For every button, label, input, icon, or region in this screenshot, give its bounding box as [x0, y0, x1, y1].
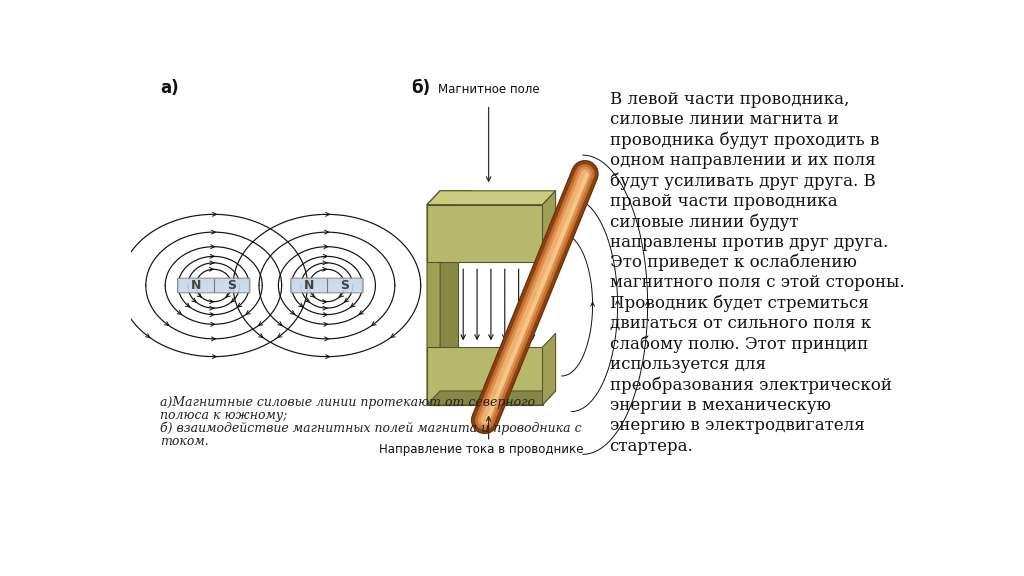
Text: Это приведет к ослаблению: Это приведет к ослаблению [609, 254, 856, 271]
Text: S: S [340, 279, 349, 292]
Text: N: N [304, 279, 314, 292]
Text: правой части проводника: правой части проводника [609, 193, 838, 210]
Text: Направление тока в проводнике: Направление тока в проводнике [379, 442, 583, 456]
Text: силовые линии магнита и: силовые линии магнита и [609, 111, 839, 128]
Polygon shape [543, 334, 556, 405]
Text: а)Магнитные силовые линии протекают от северного: а)Магнитные силовые линии протекают от с… [160, 396, 535, 408]
Text: используется для: используется для [609, 356, 766, 373]
Text: будут усиливать друг друга. В: будут усиливать друг друга. В [609, 172, 876, 190]
Text: магнитного поля с этой стороны.: магнитного поля с этой стороны. [609, 274, 904, 291]
Text: слабому полю. Этот принцип: слабому полю. Этот принцип [609, 336, 867, 353]
Polygon shape [427, 191, 440, 405]
Text: одном направлении и их поля: одном направлении и их поля [609, 152, 876, 169]
Polygon shape [427, 391, 556, 405]
Polygon shape [427, 204, 543, 263]
Text: б): б) [412, 79, 431, 97]
FancyBboxPatch shape [291, 278, 364, 293]
Text: полюса к южному;: полюса к южному; [160, 409, 287, 422]
Text: стартера.: стартера. [609, 438, 693, 454]
FancyBboxPatch shape [293, 279, 360, 284]
Text: а): а) [160, 79, 178, 97]
Text: проводника будут проходить в: проводника будут проходить в [609, 131, 879, 149]
FancyBboxPatch shape [177, 278, 250, 293]
Polygon shape [427, 204, 458, 405]
Polygon shape [427, 191, 471, 204]
Text: преобразования электрической: преобразования электрической [609, 376, 892, 394]
Text: Проводник будет стремиться: Проводник будет стремиться [609, 295, 868, 312]
FancyBboxPatch shape [180, 279, 248, 284]
Text: б) взаимодействие магнитных полей магнита и проводника с: б) взаимодействие магнитных полей магнит… [160, 422, 582, 435]
Text: Магнитное поле: Магнитное поле [438, 83, 540, 96]
Polygon shape [543, 191, 556, 263]
Text: энергию в электродвигателя: энергию в электродвигателя [609, 417, 864, 434]
Text: энергии в механическую: энергии в механическую [609, 397, 830, 414]
Text: двигаться от сильного поля к: двигаться от сильного поля к [609, 315, 870, 332]
Text: N: N [190, 279, 201, 292]
Polygon shape [427, 191, 556, 204]
Polygon shape [427, 347, 543, 405]
Text: S: S [227, 279, 236, 292]
Text: током.: током. [160, 435, 209, 448]
Text: В левой части проводника,: В левой части проводника, [609, 90, 849, 108]
Text: направлены против друг друга.: направлены против друг друга. [609, 233, 888, 251]
Text: силовые линии будут: силовые линии будут [609, 213, 798, 230]
